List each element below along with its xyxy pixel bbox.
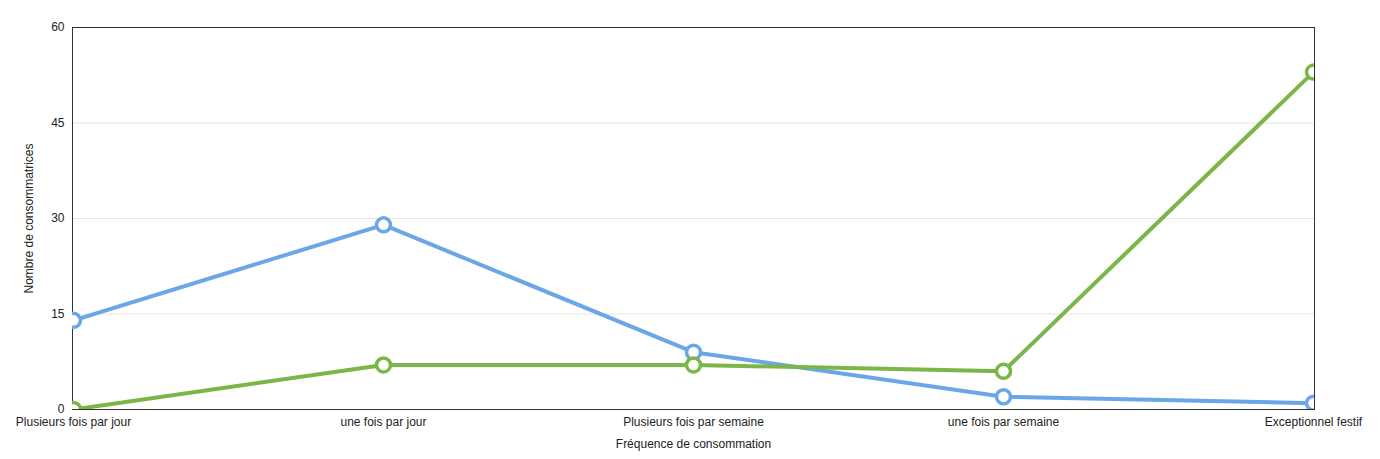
svg-text:30: 30 xyxy=(51,211,65,225)
svg-text:Exceptionnel festif: Exceptionnel festif xyxy=(1265,415,1363,429)
svg-text:60: 60 xyxy=(51,20,65,34)
svg-text:0: 0 xyxy=(57,402,65,417)
svg-text:Plusieurs fois par semaine: Plusieurs fois par semaine xyxy=(623,415,764,429)
svg-text:Fréquence de consommation: Fréquence de consommation xyxy=(616,437,771,451)
svg-text:45: 45 xyxy=(51,116,65,130)
svg-text:une fois par semaine: une fois par semaine xyxy=(948,415,1060,429)
svg-text:Nombre de consommatrices: Nombre de consommatrices xyxy=(22,143,36,293)
svg-text:une fois par jour: une fois par jour xyxy=(340,415,426,429)
svg-text:Plusieurs fois par jour: Plusieurs fois par jour xyxy=(16,415,131,429)
svg-text:15: 15 xyxy=(51,307,65,321)
